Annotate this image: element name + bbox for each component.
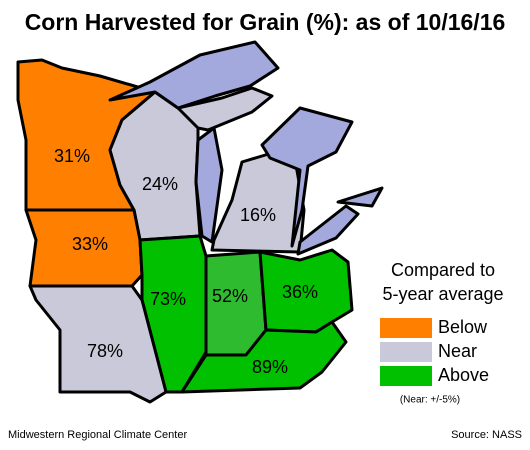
region-value-label: 52% [212,286,248,306]
map-region [28,284,168,404]
lake [108,40,280,110]
map-title: Corn Harvested for Grain (%): as of 10/1… [25,9,506,35]
map-region [24,208,144,288]
region-value-label: 78% [87,341,123,361]
legend-label: Above [438,365,489,385]
legend-title: 5-year average [382,284,503,304]
legend-label: Below [438,317,488,337]
footer-left: Midwestern Regional Climate Center [8,429,187,441]
map-region [180,320,348,394]
lake [260,106,354,248]
legend-swatch [380,366,432,386]
lake [194,126,224,244]
footer-right: Source: NASS [451,429,522,441]
region-value-label: 31% [54,146,90,166]
region-value-label: 24% [142,174,178,194]
legend-label: Near [438,341,477,361]
region-value-label: 89% [252,357,288,377]
region-value-label: 16% [240,205,276,225]
legend-swatch [380,318,432,338]
lake [336,186,384,208]
region-value-label: 73% [150,289,186,309]
legend-note: (Near: +/-5%) [400,395,460,406]
region-value-label: 33% [72,234,108,254]
region-value-label: 36% [282,282,318,302]
legend-swatch [380,342,432,362]
legend-title: Compared to [391,260,495,280]
lake [296,204,360,256]
